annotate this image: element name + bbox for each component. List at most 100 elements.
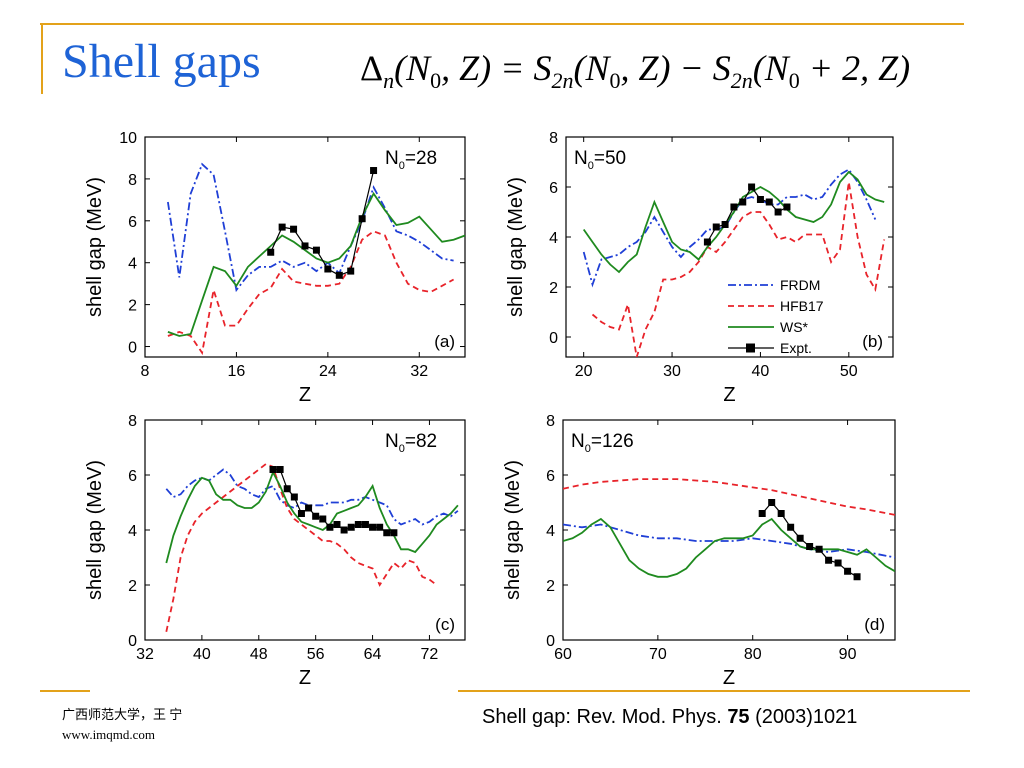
x-axis-label: Z [299, 667, 311, 689]
x-tick-label: 60 [554, 646, 572, 663]
expt-point [283, 485, 291, 493]
expt-point [369, 523, 377, 531]
n0-label-sub: 0 [399, 443, 405, 455]
n0-label-value: =28 [405, 148, 437, 169]
expt-point [278, 223, 286, 231]
series-line-expt [270, 170, 375, 276]
expt-point [853, 573, 861, 581]
expt-point [297, 510, 305, 517]
formula-rhs-rest: + 2, Z) [799, 48, 911, 88]
expt-point [326, 523, 334, 531]
y-axis-label: shell gap (MeV) [502, 460, 524, 600]
expt-point [340, 526, 348, 534]
expt-point [347, 523, 355, 531]
footer-institution: 广西师范大学，王 宁 [62, 707, 183, 722]
footer-ref-page: (2003)1021 [749, 706, 858, 728]
footer-website: www.imqmd.com [62, 727, 156, 742]
n0-label-sub: 0 [399, 160, 405, 172]
expt-point [756, 196, 764, 203]
n0-label-value: =126 [591, 431, 634, 452]
expt-point [361, 521, 369, 528]
formula-s-sub: 2n [551, 68, 574, 94]
expt-point [335, 271, 343, 279]
x-tick-label: 70 [649, 646, 667, 663]
x-tick-label: 24 [319, 363, 337, 380]
expt-point [383, 529, 391, 537]
expt-point [333, 521, 341, 528]
expt-point [806, 543, 814, 550]
series-line-expt [273, 468, 394, 534]
formula-mid-sub: 0 [609, 68, 621, 94]
n0-label-sub: 0 [585, 443, 591, 455]
x-tick-label: 80 [744, 646, 762, 663]
plot-data [167, 162, 465, 356]
x-tick-label: 30 [663, 363, 681, 380]
formula-delta: Δ [360, 48, 384, 88]
expt-point [730, 203, 738, 211]
formula-delta-sub: n [383, 68, 395, 94]
expt-point [815, 545, 823, 553]
expt-point [312, 512, 320, 520]
y-tick-label: 8 [549, 130, 558, 147]
expt-point [739, 198, 747, 206]
y-tick-label: 6 [128, 468, 137, 485]
x-tick-label: 20 [575, 363, 593, 380]
panel-label: (b) [862, 332, 883, 351]
panel-label: (a) [434, 332, 455, 351]
legend-label: Expt. [780, 340, 812, 356]
y-axis-label: shell gap (MeV) [84, 460, 106, 600]
expt-point [825, 556, 833, 564]
series-line-ws [167, 191, 465, 337]
n0-label-value: =82 [405, 431, 437, 452]
expt-point [390, 529, 398, 537]
formula-mid-args: (N [573, 48, 610, 88]
y-tick-label: 0 [546, 633, 555, 650]
y-tick-label: 4 [549, 230, 558, 247]
expt-point [267, 248, 275, 256]
expt-point [783, 203, 791, 211]
y-tick-label: 0 [128, 340, 137, 357]
y-tick-label: 6 [549, 180, 558, 197]
expt-point [765, 198, 773, 206]
x-axis-label: Z [723, 667, 735, 689]
expt-point [358, 215, 366, 223]
y-axis-label: shell gap (MeV) [505, 177, 527, 317]
legend-label: HFB17 [780, 298, 824, 314]
series-line-frdm [563, 523, 895, 559]
n0-label-main: N [385, 431, 399, 452]
expt-point [768, 499, 776, 506]
expt-point [774, 208, 782, 216]
legend-label: FRDM [780, 277, 820, 293]
x-tick-label: 90 [839, 646, 857, 663]
n0-label: N0=28 [385, 148, 437, 172]
x-tick-label: 40 [193, 646, 211, 663]
plot-data [165, 462, 459, 632]
formula-lhs-sub: 0 [430, 68, 442, 94]
expt-point [324, 265, 332, 273]
plot-data [563, 478, 895, 581]
n0-label: N0=50 [574, 148, 626, 172]
n0-label: N0=82 [385, 431, 437, 455]
formula-lhs-rest: , Z) = S [441, 48, 552, 88]
expt-point [748, 183, 756, 191]
x-tick-label: 32 [136, 646, 154, 663]
x-tick-label: 16 [228, 363, 246, 380]
legend-label: WS* [780, 319, 809, 335]
x-tick-label: 56 [307, 646, 325, 663]
shell-gap-formula: Δn(N0, Z) = S2n(N0, Z) − S2n(N0 + 2, Z) [360, 50, 910, 92]
series-line-ws [165, 470, 459, 564]
formula-mid-rest: , Z) − S [620, 48, 731, 88]
x-axis-label: Z [723, 384, 735, 406]
expt-point [276, 466, 284, 473]
y-tick-label: 0 [128, 633, 137, 650]
expt-point [758, 510, 766, 517]
x-tick-label: 8 [141, 363, 150, 380]
y-tick-label: 0 [549, 330, 558, 347]
series-line-hfb17 [591, 181, 886, 357]
expt-point [796, 534, 804, 542]
formula-rhs-sub: 0 [788, 68, 800, 94]
expt-point [712, 223, 720, 231]
